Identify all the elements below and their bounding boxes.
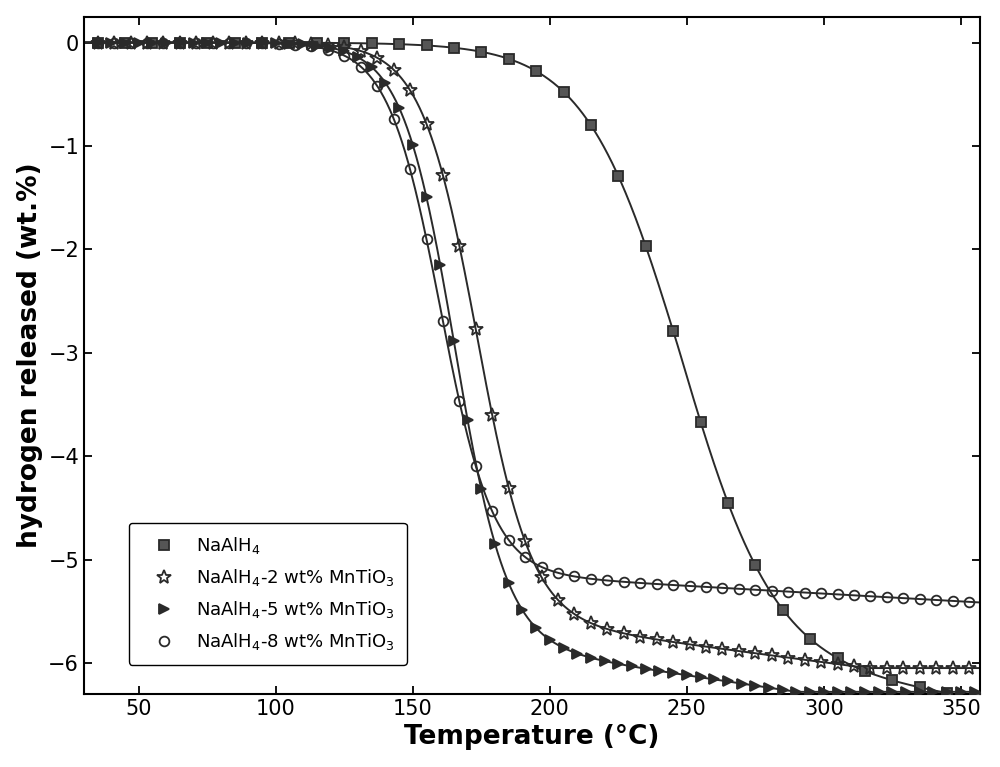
NaAlH$_4$-2 wt% MnTiO$_3$ xyxy=(421,120,433,129)
NaAlH$_4$-8 wt% MnTiO$_3$ xyxy=(963,597,975,607)
Line: NaAlH$_4$-2 wt% MnTiO$_3$: NaAlH$_4$-2 wt% MnTiO$_3$ xyxy=(91,35,976,675)
NaAlH$_4$ xyxy=(886,676,898,685)
NaAlH$_4$-2 wt% MnTiO$_3$ xyxy=(963,663,975,673)
NaAlH$_4$-2 wt% MnTiO$_3$ xyxy=(92,38,104,47)
NaAlH$_4$-8 wt% MnTiO$_3$ xyxy=(601,576,613,585)
NaAlH$_4$-5 wt% MnTiO$_3$ xyxy=(804,687,816,696)
NaAlH$_4$-2 wt% MnTiO$_3$ xyxy=(601,624,613,634)
NaAlH$_4$ xyxy=(283,38,295,48)
NaAlH$_4$ xyxy=(92,38,104,47)
NaAlH$_4$-5 wt% MnTiO$_3$ xyxy=(462,416,474,425)
NaAlH$_4$ xyxy=(119,38,131,47)
Legend: NaAlH$_4$, NaAlH$_4$-2 wt% MnTiO$_3$, NaAlH$_4$-5 wt% MnTiO$_3$, NaAlH$_4$-8 wt%: NaAlH$_4$, NaAlH$_4$-2 wt% MnTiO$_3$, Na… xyxy=(129,523,407,664)
NaAlH$_4$ xyxy=(475,48,487,57)
NaAlH$_4$ xyxy=(338,38,350,48)
NaAlH$_4$ xyxy=(311,38,323,48)
NaAlH$_4$ xyxy=(256,38,268,48)
NaAlH$_4$-8 wt% MnTiO$_3$ xyxy=(684,581,696,591)
NaAlH$_4$ xyxy=(777,605,789,614)
NaAlH$_4$ xyxy=(503,54,515,64)
NaAlH$_4$-5 wt% MnTiO$_3$ xyxy=(941,687,953,696)
NaAlH$_4$-8 wt% MnTiO$_3$ xyxy=(92,38,104,47)
NaAlH$_4$ xyxy=(585,120,597,130)
NaAlH$_4$ xyxy=(832,653,844,663)
NaAlH$_4$ xyxy=(229,38,241,47)
NaAlH$_4$-8 wt% MnTiO$_3$ xyxy=(618,578,630,587)
NaAlH$_4$-8 wt% MnTiO$_3$ xyxy=(240,38,252,48)
NaAlH$_4$ xyxy=(530,67,542,76)
NaAlH$_4$ xyxy=(859,667,871,676)
NaAlH$_4$ xyxy=(695,417,707,426)
NaAlH$_4$-5 wt% MnTiO$_3$ xyxy=(297,40,309,49)
NaAlH$_4$-2 wt% MnTiO$_3$ xyxy=(568,610,580,619)
NaAlH$_4$-2 wt% MnTiO$_3$ xyxy=(618,629,630,638)
NaAlH$_4$-2 wt% MnTiO$_3$ xyxy=(240,38,252,48)
NaAlH$_4$-2 wt% MnTiO$_3$ xyxy=(864,663,876,673)
NaAlH$_4$-2 wt% MnTiO$_3$ xyxy=(684,640,696,649)
NaAlH$_4$-5 wt% MnTiO$_3$ xyxy=(969,687,981,696)
NaAlH$_4$ xyxy=(667,326,679,335)
NaAlH$_4$ xyxy=(804,634,816,644)
Line: NaAlH$_4$-8 wt% MnTiO$_3$: NaAlH$_4$-8 wt% MnTiO$_3$ xyxy=(93,38,974,607)
NaAlH$_4$ xyxy=(969,693,981,703)
NaAlH$_4$ xyxy=(558,87,570,97)
Line: NaAlH$_4$: NaAlH$_4$ xyxy=(93,38,979,703)
NaAlH$_4$ xyxy=(146,38,158,47)
NaAlH$_4$-5 wt% MnTiO$_3$ xyxy=(92,38,104,47)
NaAlH$_4$ xyxy=(421,41,433,50)
NaAlH$_4$ xyxy=(366,39,378,48)
NaAlH$_4$ xyxy=(914,683,926,692)
NaAlH$_4$ xyxy=(749,561,761,570)
NaAlH$_4$ xyxy=(640,242,652,251)
NaAlH$_4$-8 wt% MnTiO$_3$ xyxy=(421,235,433,244)
NaAlH$_4$-5 wt% MnTiO$_3$ xyxy=(544,635,556,644)
NaAlH$_4$ xyxy=(201,38,213,47)
NaAlH$_4$ xyxy=(941,689,953,698)
NaAlH$_4$ xyxy=(393,40,405,49)
Y-axis label: hydrogen released (wt.%): hydrogen released (wt.%) xyxy=(17,163,43,548)
NaAlH$_4$-5 wt% MnTiO$_3$ xyxy=(859,687,871,696)
Line: NaAlH$_4$-5 wt% MnTiO$_3$: NaAlH$_4$-5 wt% MnTiO$_3$ xyxy=(93,38,979,696)
NaAlH$_4$ xyxy=(448,43,460,52)
NaAlH$_4$-5 wt% MnTiO$_3$ xyxy=(352,53,364,62)
NaAlH$_4$ xyxy=(722,498,734,507)
NaAlH$_4$-8 wt% MnTiO$_3$ xyxy=(568,572,580,581)
X-axis label: Temperature (°C): Temperature (°C) xyxy=(404,724,660,750)
NaAlH$_4$ xyxy=(174,38,186,47)
NaAlH$_4$ xyxy=(612,172,624,181)
